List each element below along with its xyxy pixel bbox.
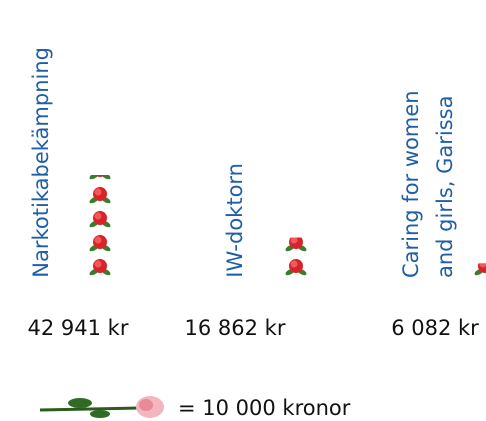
petal bbox=[291, 261, 298, 268]
icon-stack bbox=[473, 259, 486, 277]
petal bbox=[95, 237, 102, 244]
stem bbox=[40, 408, 140, 410]
icon-stack bbox=[88, 163, 111, 277]
petal bbox=[95, 189, 102, 196]
value-label: 6 082 kr bbox=[370, 316, 486, 340]
value-label: 16 862 kr bbox=[170, 316, 300, 340]
legend-label: = 10 000 kronor bbox=[178, 396, 350, 420]
petal bbox=[93, 163, 107, 177]
value-label: 42 941 kr bbox=[13, 316, 143, 340]
category-label: Narkotikabekämpning bbox=[24, 47, 58, 278]
category-label: Caring for women and girls, Garissa bbox=[394, 78, 462, 278]
page: Narkotikabekämpning IW-doktorn Caring fo… bbox=[0, 0, 486, 421]
leaf bbox=[90, 410, 110, 418]
petal bbox=[95, 213, 102, 220]
bloom bbox=[139, 399, 153, 411]
legend-icon bbox=[40, 396, 164, 418]
icon-stack bbox=[284, 235, 307, 277]
petal bbox=[95, 261, 102, 268]
petal bbox=[95, 165, 102, 172]
category-label: IW-doktorn bbox=[218, 163, 252, 278]
leaf bbox=[68, 398, 92, 408]
petal bbox=[291, 237, 298, 244]
